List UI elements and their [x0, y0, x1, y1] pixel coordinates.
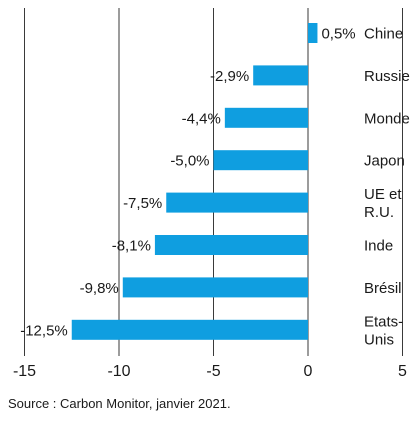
value-label: -2,9%: [210, 68, 249, 85]
bar: [224, 107, 308, 128]
value-label: -8,1%: [112, 238, 151, 255]
category-label: Etats-: [364, 313, 403, 330]
bar: [154, 235, 308, 255]
bar: [166, 192, 308, 213]
category-label: Inde: [364, 238, 393, 255]
value-label: -4,4%: [182, 110, 221, 127]
x-tick-label: -15: [13, 363, 36, 380]
category-labels: Chine Russie Monde Japon UE etR.U. Inde Brésil…: [364, 26, 410, 349]
value-labels: 0,5% -2,9% -4,4% -5,0% -7,5% -8,1% -9,8% -12,5%: [20, 26, 355, 340]
bar: [213, 150, 308, 171]
value-label: 0,5%: [321, 26, 355, 43]
category-label: Brésil: [364, 280, 402, 297]
category-label: Monde: [364, 110, 410, 127]
value-label: -9,8%: [80, 280, 119, 297]
grid-lines: [24, 8, 403, 356]
x-axis-ticks: -15 -10 -5 0 5: [13, 363, 407, 380]
source-note: Source : Carbon Monitor, janvier 2021.: [8, 396, 231, 411]
value-label: -5,0%: [170, 153, 209, 170]
x-tick-label: -10: [107, 363, 130, 380]
bar: [253, 65, 308, 86]
category-label: Chine: [364, 26, 403, 43]
bar: [71, 319, 308, 340]
x-tick-label: -5: [206, 363, 220, 380]
value-label: -12,5%: [20, 322, 68, 339]
bars: [71, 23, 318, 340]
category-label: UE et: [364, 186, 402, 203]
category-label: Russie: [364, 68, 410, 85]
x-tick-label: 0: [304, 363, 313, 380]
bar: [122, 277, 308, 298]
bar: [308, 23, 318, 43]
x-tick-label: 5: [398, 363, 407, 380]
category-label: Unis: [364, 331, 394, 348]
value-label: -7,5%: [123, 195, 162, 212]
category-label: Japon: [364, 153, 405, 170]
category-label: R.U.: [364, 204, 394, 221]
bar-chart: 0,5% -2,9% -4,4% -5,0% -7,5% -8,1% -9,8% -12,5%…: [13, 8, 410, 380]
